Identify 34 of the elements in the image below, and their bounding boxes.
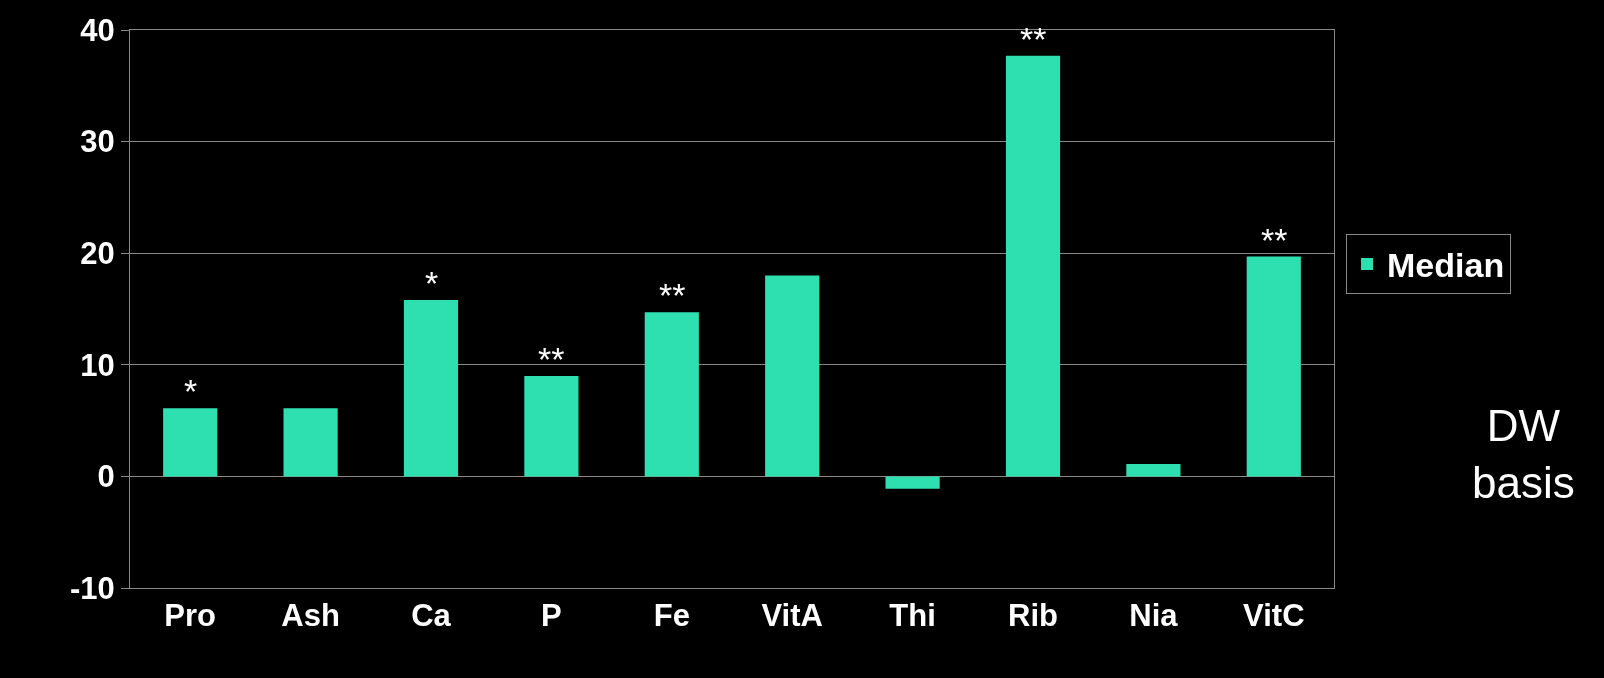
annotation: ** [1261,221,1288,259]
y-tick-label: 10 [80,347,115,383]
annotation: ** [1020,20,1047,58]
y-tick-label: 0 [97,459,115,495]
x-tick-label: Nia [1129,598,1179,634]
bar [765,275,820,477]
annotation: ** [538,340,565,378]
bar [1126,464,1181,477]
x-tick-label: Thi [889,598,936,634]
x-tick-label: Rib [1008,598,1058,634]
bar [163,408,218,477]
x-tick-label: VitC [1243,598,1305,634]
bar [885,476,940,489]
annotation: ** [659,276,686,314]
bar [644,312,699,477]
x-tick-label: VitA [761,598,823,634]
y-tick-label: 20 [80,236,115,272]
y-tick-label: 40 [80,12,115,48]
y-tick-label: 30 [80,124,115,160]
bar [1005,55,1061,477]
y-tick-label: -10 [69,570,115,606]
x-tick-label: Fe [653,598,690,634]
text: DW basis [1472,401,1575,508]
bar [283,408,338,477]
bar [403,300,459,477]
x-tick-label: Pro [164,598,217,634]
x-tick-label: Ash [281,598,340,634]
bar [1246,256,1301,477]
annotation: * [184,372,198,410]
x-tick-label: P [541,598,562,634]
annotation: * [425,264,439,302]
bar [524,375,579,477]
legend-label: Median [1387,246,1505,285]
x-tick-label: Ca [411,598,452,634]
